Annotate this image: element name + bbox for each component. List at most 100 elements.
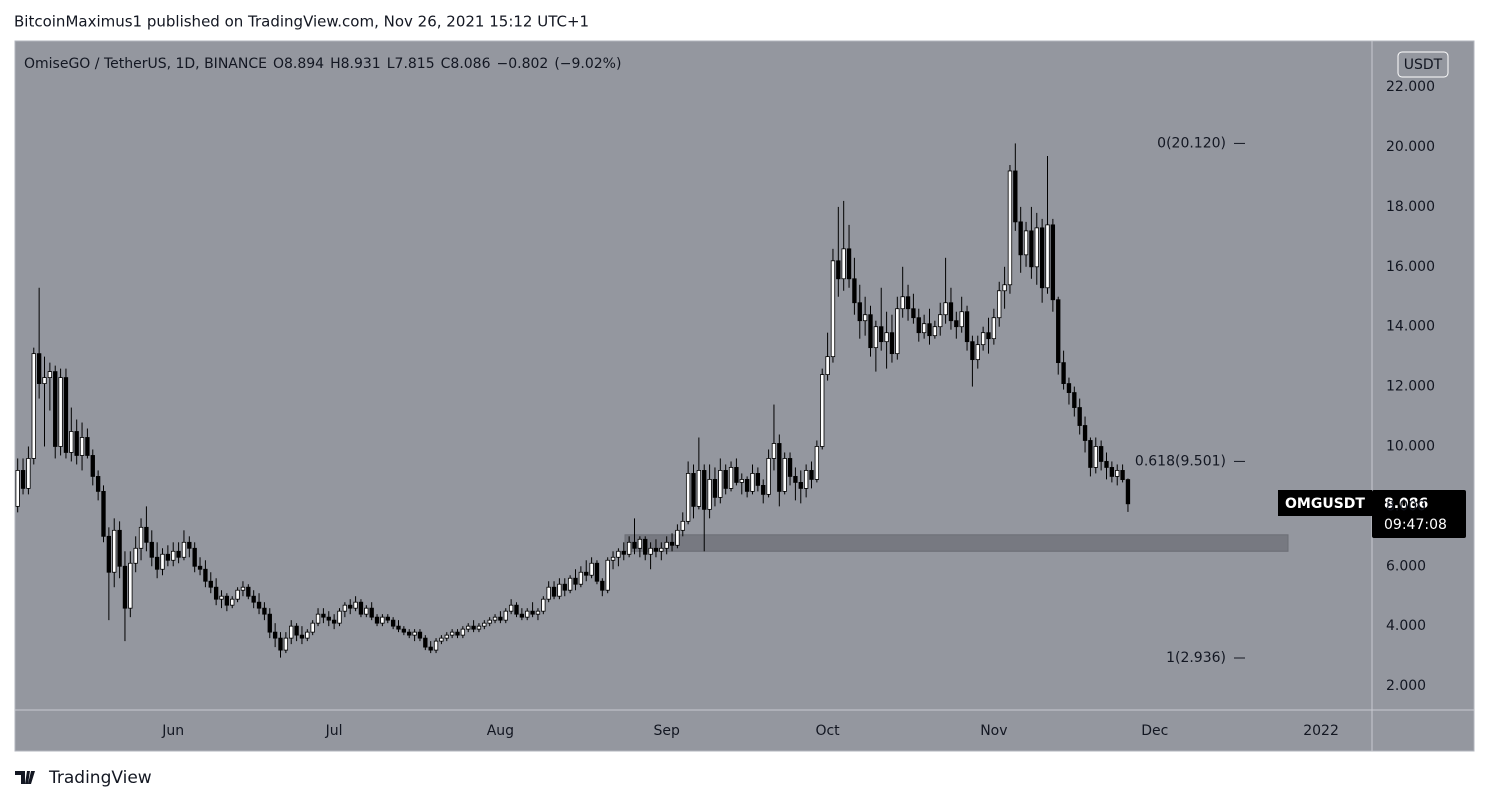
candle-body [1115, 470, 1120, 477]
header: BitcoinMaximus1 published on TradingView… [14, 13, 589, 31]
candle-body [230, 598, 235, 606]
candle-body [938, 314, 943, 328]
candle-body [498, 616, 503, 621]
candle-body [74, 431, 79, 456]
candle-body [1104, 461, 1109, 468]
candle-body [927, 323, 932, 337]
ticker: OMGUSDT [1285, 496, 1365, 512]
candle-body [702, 470, 707, 510]
candle-body [557, 583, 562, 597]
candle-body [101, 490, 106, 537]
candle-body [133, 547, 138, 564]
y-tick-label: 8.000 [1386, 498, 1426, 514]
candle-body [53, 371, 58, 447]
chart-panel [14, 40, 1475, 752]
candle-body [707, 479, 712, 510]
candle-body [1072, 392, 1077, 408]
candle-body [112, 529, 117, 573]
candle-body [310, 622, 315, 633]
candle-body [948, 302, 954, 322]
y-tick-label: 12.000 [1386, 379, 1435, 395]
candle-body [911, 308, 916, 319]
y-tick-label: 2.000 [1386, 678, 1426, 694]
candle-body [278, 637, 283, 651]
candle-body [149, 541, 154, 558]
candle-body [262, 607, 267, 615]
candle-body [825, 356, 830, 376]
candle-body [79, 437, 85, 456]
symbol-legend: OmiseGO / TetherUS, 1D, BINANCE O8.894 H8.… [24, 56, 621, 72]
candle-body [1045, 224, 1050, 289]
candle-body [423, 637, 428, 648]
candle-body [820, 374, 825, 447]
candle-body [1061, 362, 1066, 384]
candle-body [1120, 470, 1125, 480]
candle-body [63, 377, 69, 453]
candle-body [680, 520, 685, 531]
candle-body [31, 353, 36, 459]
candle-body [85, 437, 90, 456]
last-price: 8.086 [1384, 496, 1428, 512]
candle-body [476, 625, 482, 630]
change-pct: (−9.02%) [554, 56, 621, 72]
candle-body [841, 248, 846, 280]
quote-key: C [441, 56, 451, 72]
candle-body [1050, 224, 1056, 301]
candle-body [643, 538, 648, 555]
candle-body [267, 613, 272, 633]
candle-body [578, 571, 584, 585]
currency[interactable]: USDT [1404, 57, 1443, 73]
candle-body [417, 631, 423, 639]
candle-body [567, 577, 573, 591]
candle-body [718, 470, 723, 498]
candle-body [444, 634, 449, 639]
candle-body [964, 311, 970, 343]
candle-body [26, 458, 31, 489]
candle-body [712, 479, 718, 498]
candle-body [192, 547, 197, 567]
candle-body [728, 467, 734, 489]
candle-body [1098, 446, 1104, 462]
candle-body [176, 550, 181, 558]
candle-body [181, 541, 187, 558]
candle-body [492, 616, 498, 621]
candle-body [584, 571, 589, 576]
quote-key: H [330, 56, 341, 72]
candle-body [246, 586, 251, 597]
candle-body [884, 332, 889, 343]
candle-body [390, 619, 396, 627]
plot-area [15, 143, 1289, 658]
candle-body [846, 248, 852, 280]
candle-body [20, 470, 26, 489]
candle-body [337, 610, 342, 624]
symbol: OmiseGO / TetherUS, 1D, BINANCE [24, 56, 267, 72]
candle-body [739, 479, 744, 483]
candle-body [240, 586, 246, 591]
x-tick-label: Aug [487, 723, 514, 739]
candle-body [685, 473, 691, 522]
candle-body [889, 332, 895, 355]
y-tick-label: 14.000 [1386, 319, 1435, 335]
fib-label: 1(2.936) [1166, 650, 1226, 666]
candle-body [1034, 227, 1039, 268]
candle-body [213, 586, 219, 600]
quote-value: 8.086 [450, 56, 490, 72]
candle-body [573, 577, 578, 585]
candle-body [809, 470, 814, 480]
candle-body [503, 610, 508, 621]
y-tick-label: 4.000 [1386, 618, 1426, 634]
candle-body [358, 601, 364, 615]
candle-body [905, 296, 911, 310]
brand-logo [15, 771, 35, 784]
currency-button[interactable] [1397, 51, 1449, 78]
candle-body [594, 562, 600, 582]
candle-body [407, 631, 412, 636]
candle-body [734, 467, 739, 483]
candle-body [1007, 170, 1013, 286]
candle-body [460, 628, 466, 636]
candle-body [466, 625, 471, 630]
candle-body [385, 616, 390, 621]
candle-body [364, 607, 369, 615]
